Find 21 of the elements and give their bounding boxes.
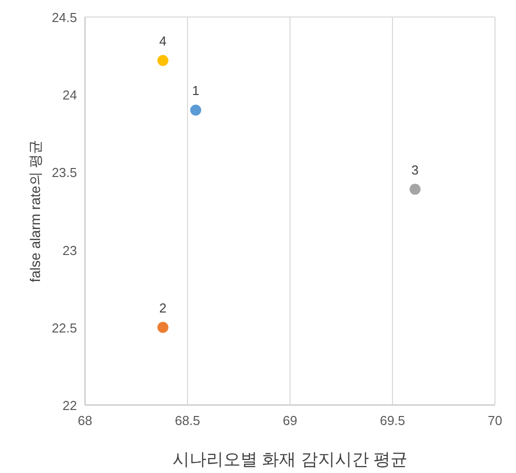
point (410, 184, 421, 195)
x-tick-label: 68 (78, 413, 92, 428)
point (190, 104, 202, 116)
point (157, 54, 168, 66)
series-label: 3 (411, 162, 419, 178)
x-tick-label: 68.5 (174, 413, 200, 428)
y-axis-title: false alarm rate의 평균 (27, 140, 43, 282)
y-tick-label: 24 (62, 88, 77, 103)
x-tick-label: 69 (282, 413, 298, 428)
y-tick-label: 22 (62, 398, 77, 413)
x-tick-label: 69.5 (380, 413, 406, 428)
series-label: 2 (159, 300, 167, 316)
y-tick-label: 23 (62, 242, 77, 258)
point (157, 322, 168, 333)
y-tick-label: 23.5 (52, 165, 77, 180)
x-axis-title: 시나리오별 화재 감지시간 평균 (172, 450, 408, 469)
x-tick-label: 70 (488, 413, 502, 428)
y-tick-label: 24.5 (52, 10, 77, 25)
series-label: 1 (192, 83, 200, 98)
series-label: 4 (159, 33, 167, 48)
y-tick-label: 22.5 (52, 320, 77, 336)
